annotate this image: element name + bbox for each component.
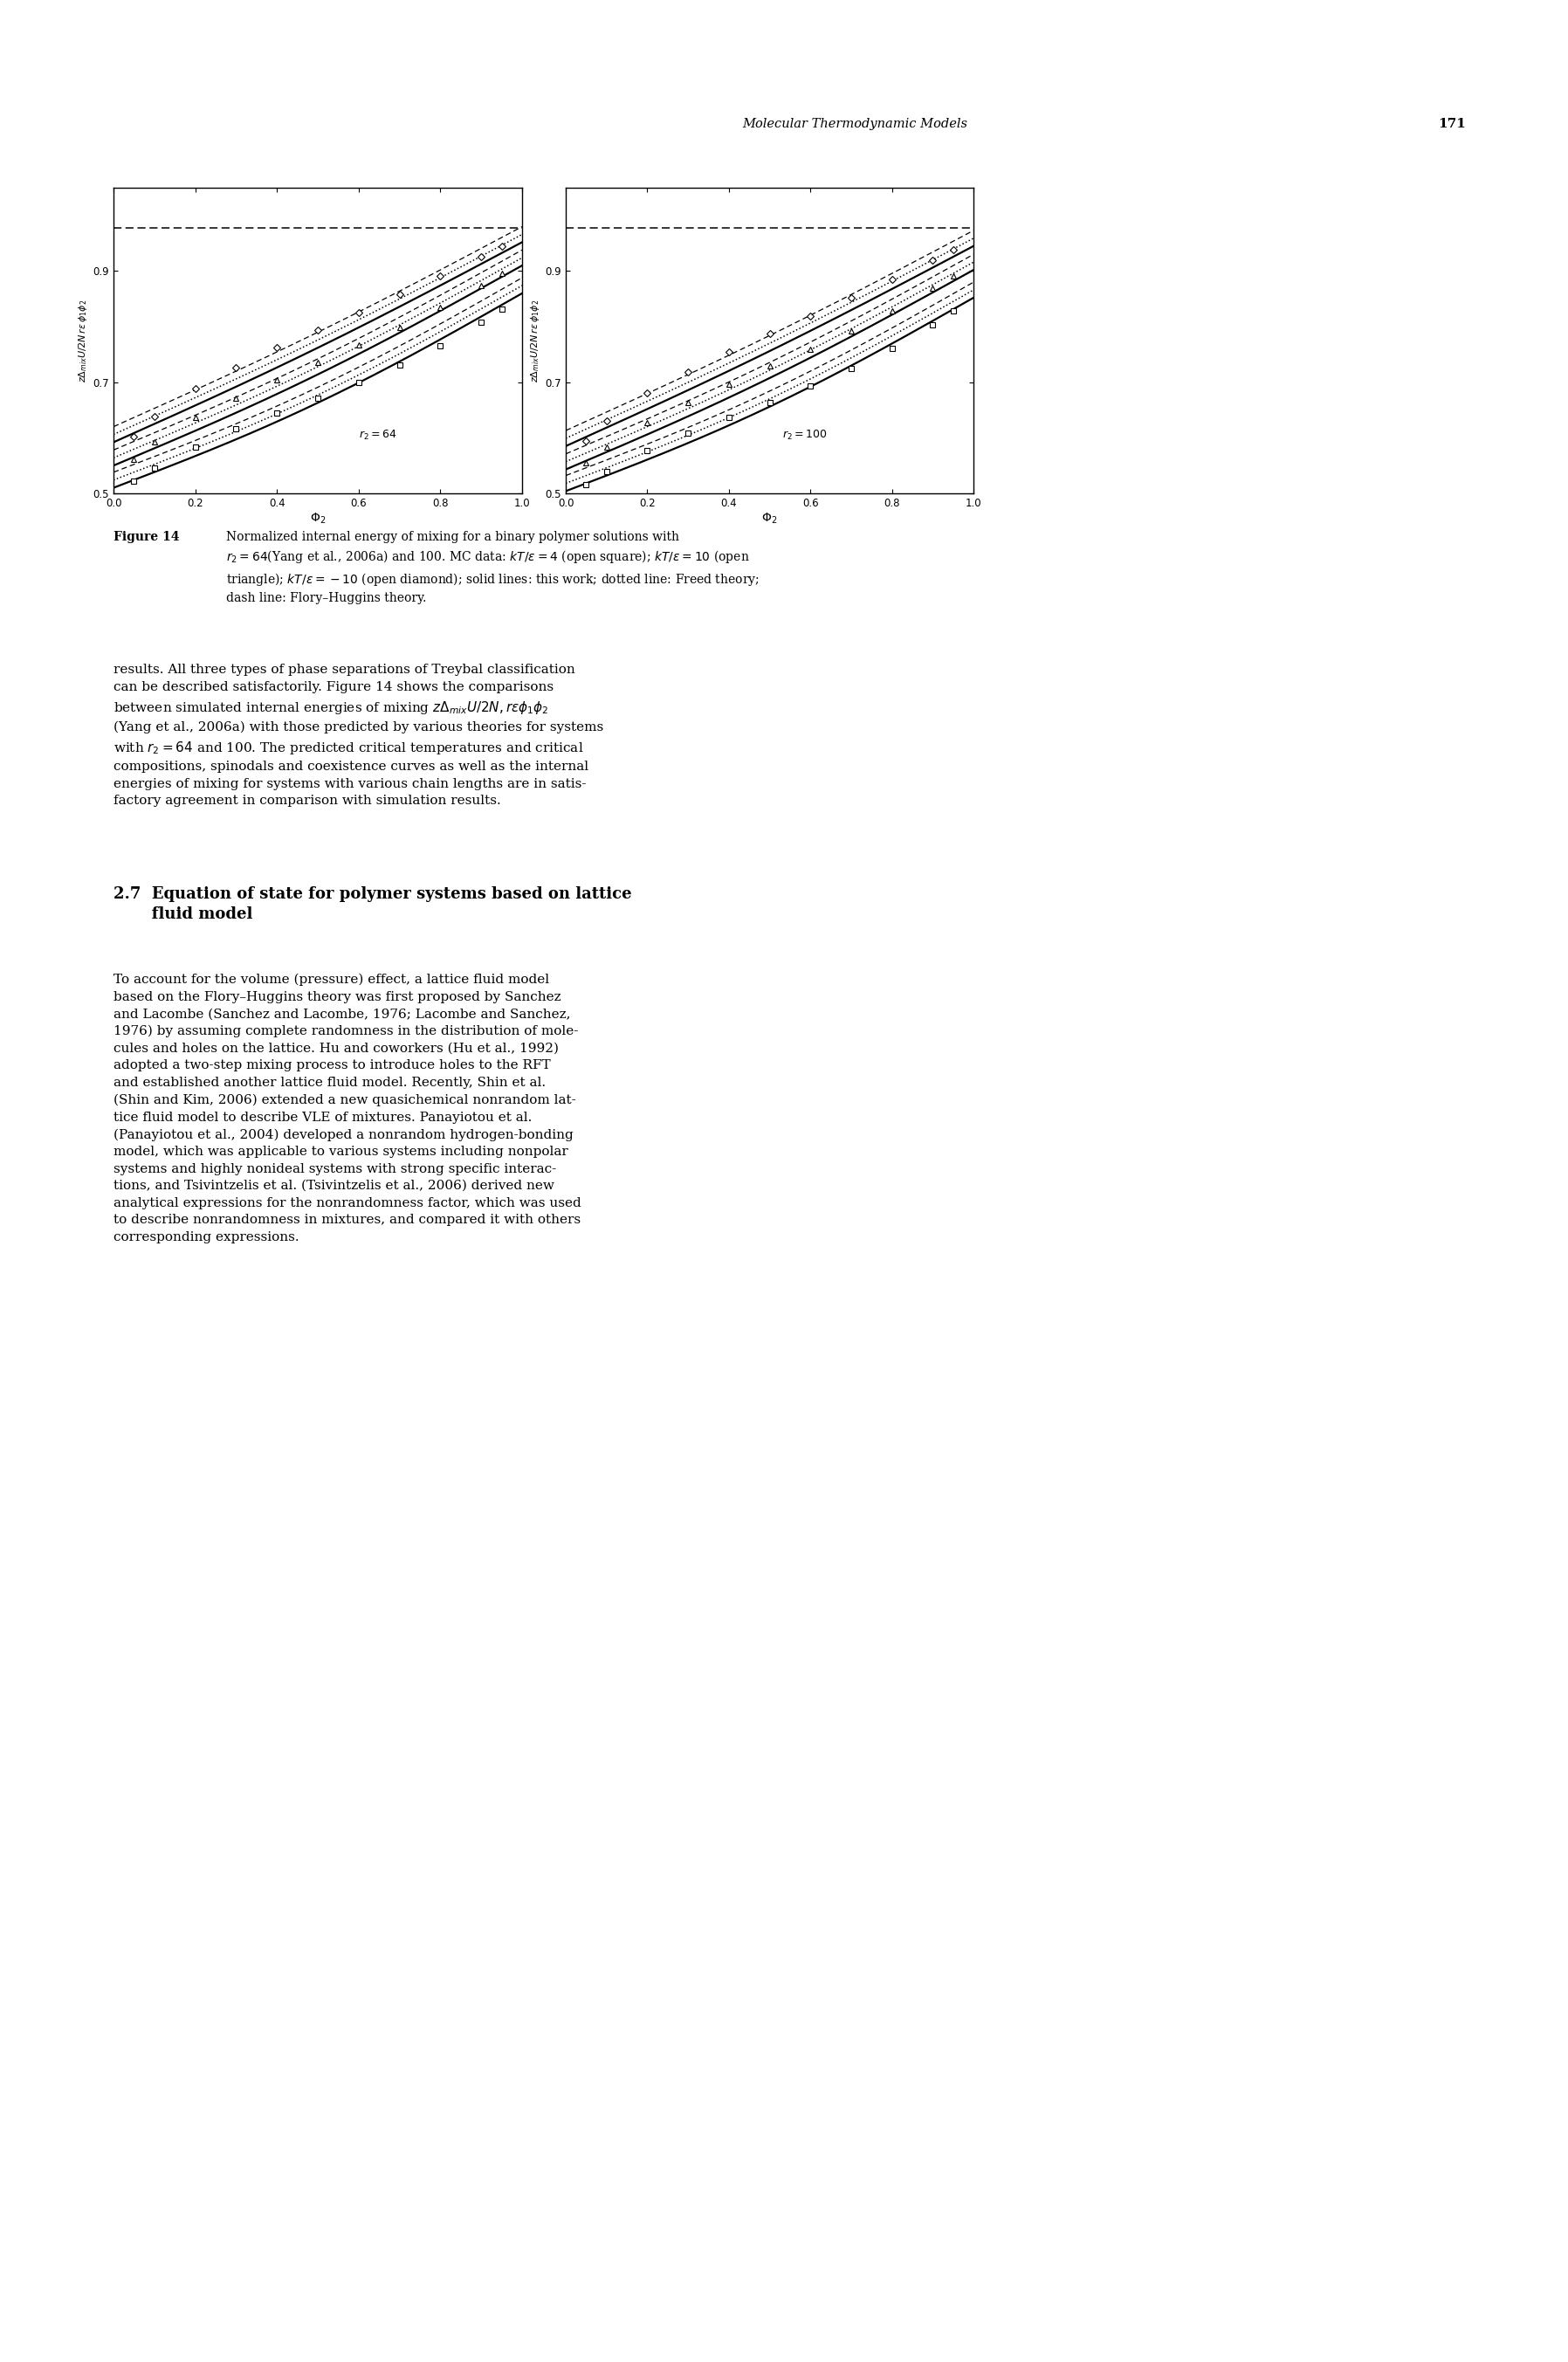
Text: Molecular Thermodynamic Models: Molecular Thermodynamic Models xyxy=(742,118,967,130)
Text: To account for the volume (pressure) effect, a lattice fluid model
based on the : To account for the volume (pressure) eff… xyxy=(113,973,582,1242)
Text: Normalized internal energy of mixing for a binary polymer solutions with
$r_2 = : Normalized internal energy of mixing for… xyxy=(226,531,759,605)
Text: 171: 171 xyxy=(1438,118,1466,130)
Y-axis label: $z\Delta_{mix}U/2N\,r\varepsilon\,\phi_1\phi_2$: $z\Delta_{mix}U/2N\,r\varepsilon\,\phi_1… xyxy=(530,300,541,383)
Text: results. All three types of phase separations of Treybal classification
can be d: results. All three types of phase separa… xyxy=(113,664,604,808)
X-axis label: $\mathit{\Phi}_2$: $\mathit{\Phi}_2$ xyxy=(310,513,326,527)
Text: $r_2=64$: $r_2=64$ xyxy=(359,430,397,442)
Text: Figure 14: Figure 14 xyxy=(113,531,193,543)
Y-axis label: $z\Delta_{mix}U/2N\,r\varepsilon\,\phi_1\phi_2$: $z\Delta_{mix}U/2N\,r\varepsilon\,\phi_1… xyxy=(77,300,89,383)
X-axis label: $\mathit{\Phi}_2$: $\mathit{\Phi}_2$ xyxy=(762,513,778,527)
Text: 2.7  Equation of state for polymer systems based on lattice
       fluid model: 2.7 Equation of state for polymer system… xyxy=(113,886,632,921)
Text: $r_2=100$: $r_2=100$ xyxy=(782,430,826,442)
